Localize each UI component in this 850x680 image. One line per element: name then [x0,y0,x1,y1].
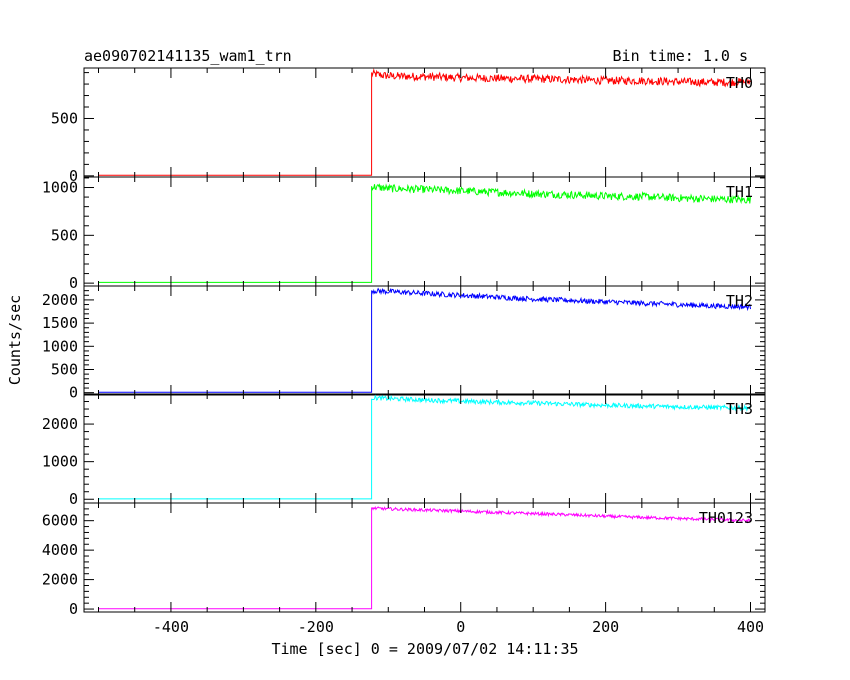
y-tick-label: 0 [69,167,78,185]
y-tick-label: 4000 [42,541,78,559]
series-line-th0 [98,68,751,176]
x-tick-label: 200 [592,618,619,636]
panel-frame [83,393,766,504]
series-label-th1: TH1 [726,183,753,201]
x-tick-label: -400 [153,618,189,636]
y-tick-label: 0 [69,384,78,402]
y-tick-label: 500 [51,109,78,127]
y-tick-label: 0 [69,490,78,508]
x-tick-label: 400 [737,618,764,636]
series-line-th0123 [98,506,751,610]
chart-title: ae090702141135_wam1_trn [84,47,292,65]
series-label-th3: TH3 [726,400,753,418]
y-axis-label: Counts/sec [6,295,24,385]
y-tick-label: 6000 [42,512,78,530]
panel-th3: 0 1000 2000 TH3 [42,393,766,508]
y-tick-label: 0 [69,600,78,618]
panel-th0123: 0 2000 4000 6000 TH0123 [42,502,766,618]
y-tick-label: 1500 [42,314,78,332]
panel-th2: 0 500 1000 1500 2000 TH2 [42,285,766,402]
y-tick-label: 1000 [42,453,78,471]
x-tick-label: 0 [456,618,465,636]
chart-subtitle: Bin time: 1.0 s [613,47,748,65]
series-label-th2: TH2 [726,292,753,310]
panel-frame [83,502,766,613]
y-tick-label: 500 [51,360,78,378]
y-tick-label: 2000 [42,571,78,589]
y-tick-label: 1000 [42,337,78,355]
y-tick-label: 2000 [42,291,78,309]
panel-th1: 0 500 1000 TH1 [42,176,766,292]
series-line-th1 [98,183,752,283]
x-axis-label: Time [sec] 0 = 2009/07/02 14:11:35 [271,640,578,658]
x-tick-label: -200 [298,618,334,636]
y-tick-label: 2000 [42,415,78,433]
panel-th0: 0 500 TH0 [51,67,766,185]
series-line-th3 [98,394,751,500]
series-label-th0123: TH0123 [699,509,753,527]
series-line-th2 [98,287,752,393]
y-tick-label: 0 [69,274,78,292]
y-tick-label: 1000 [42,179,78,197]
y-tick-label: 500 [51,226,78,244]
series-label-th0: TH0 [726,74,753,92]
